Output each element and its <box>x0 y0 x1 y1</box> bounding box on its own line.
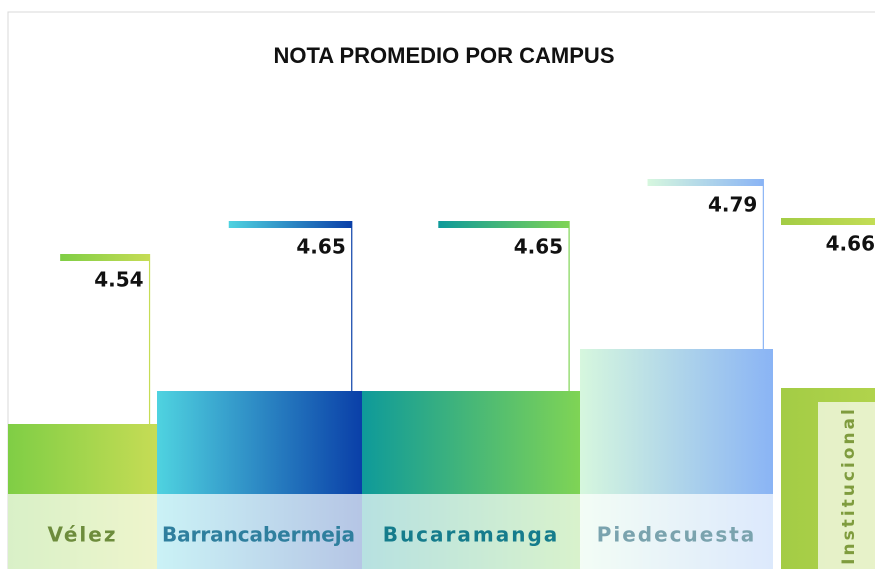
marker-bar <box>228 221 352 228</box>
value-label: 4.65 <box>514 235 563 259</box>
marker-bar <box>647 179 764 186</box>
label-band <box>362 494 580 569</box>
value-label: 4.65 <box>296 235 345 259</box>
category-label: Barrancabermeja <box>162 523 357 547</box>
value-label: 4.54 <box>94 268 143 292</box>
category-label: Institucional <box>839 406 859 565</box>
category-label: Vélez <box>47 523 117 547</box>
marker-bar <box>781 218 875 225</box>
marker-bar <box>438 221 570 228</box>
label-band <box>818 402 875 569</box>
chart-title: NOTA PROMEDIO POR CAMPUS <box>273 43 614 68</box>
label-band <box>157 494 362 569</box>
category-label: Bucaramanga <box>383 523 560 547</box>
label-band <box>8 494 157 569</box>
value-label: 4.66 <box>826 232 875 256</box>
value-label: 4.79 <box>708 193 757 217</box>
category-label: Piedecuesta <box>597 523 757 547</box>
marker-bar <box>60 254 150 261</box>
label-band <box>580 494 773 569</box>
